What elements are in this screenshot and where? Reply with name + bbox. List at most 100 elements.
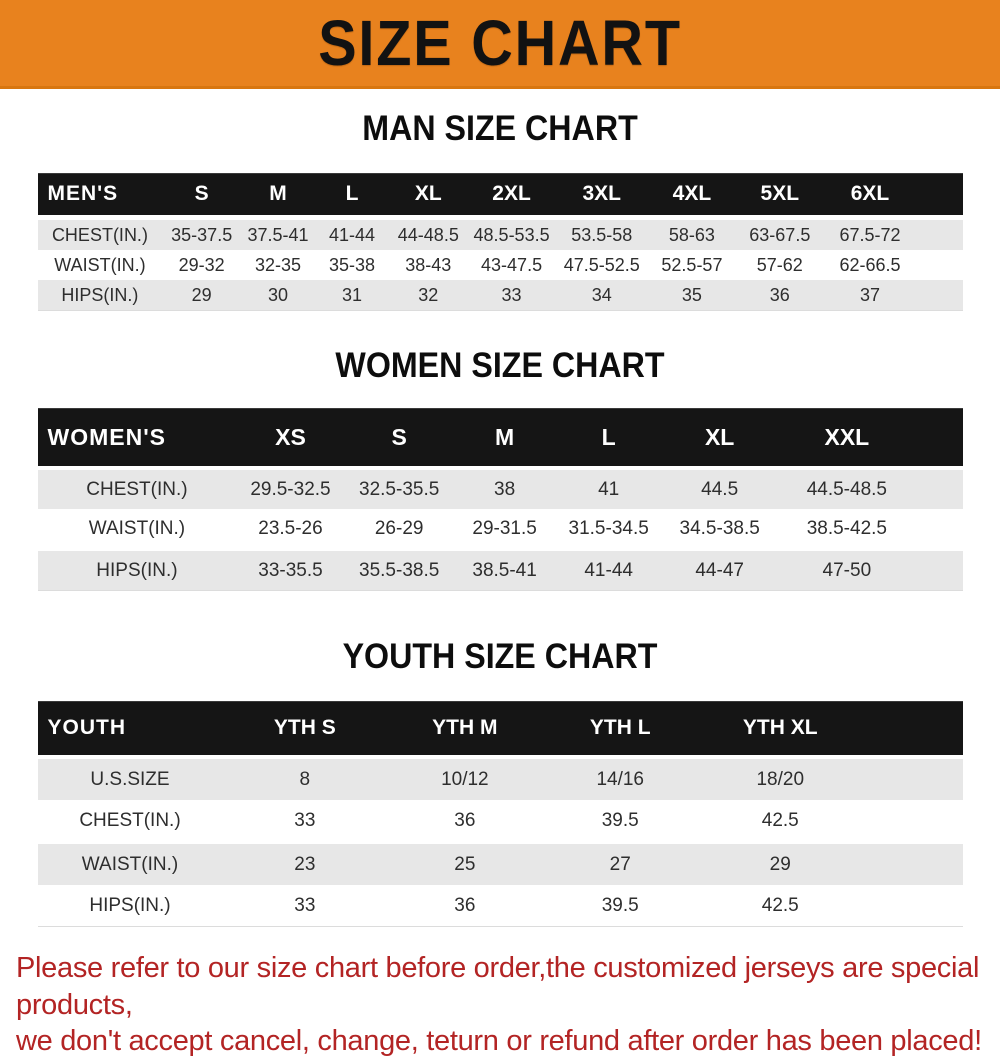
men-size-col: S: [162, 173, 241, 220]
value-cell: 41-44: [315, 217, 389, 250]
value-cell: 44.5-48.5: [777, 468, 917, 509]
men-size-col: 5XL: [735, 173, 824, 220]
value-cell: 36: [387, 885, 543, 927]
value-cell: 8: [222, 757, 388, 800]
women-size-col: XXL: [777, 408, 917, 470]
size-chart-banner: SIZE CHART: [0, 0, 1000, 89]
value-cell: 41-44: [555, 548, 662, 591]
value-cell: 39.5: [542, 885, 698, 927]
filler-cell: [916, 250, 963, 280]
value-cell: 23.5-26: [236, 509, 345, 550]
value-cell: 38-43: [389, 250, 468, 280]
youth-chest-row: CHEST(IN.) 33 36 39.5 42.5: [37, 800, 963, 843]
value-cell: 10/12: [387, 757, 543, 800]
value-cell: 44-48.5: [389, 217, 468, 250]
women-header-row: WOMEN'S XS S M L XL XXL: [37, 408, 963, 470]
youth-hips-row: HIPS(IN.) 33 36 39.5 42.5: [37, 885, 963, 927]
value-cell: 67.5-72: [823, 217, 917, 250]
row-label: CHEST(IN.): [37, 468, 237, 509]
value-cell: 39.5: [542, 800, 698, 843]
value-cell: 42.5: [697, 885, 863, 927]
filler-cell: [916, 468, 963, 509]
value-cell: 34: [555, 280, 648, 311]
row-label: U.S.SIZE: [37, 757, 223, 800]
value-cell: 31: [315, 280, 389, 311]
value-cell: 57-62: [735, 250, 824, 280]
value-cell: 31.5-34.5: [555, 509, 662, 550]
men-chest-row: CHEST(IN.) 35-37.5 37.5-41 41-44 44-48.5…: [37, 217, 963, 250]
row-label: CHEST(IN.): [37, 800, 223, 843]
youth-header-row: YOUTH YTH S YTH M YTH L YTH XL: [37, 701, 963, 759]
youth-size-col: YTH L: [542, 701, 698, 759]
row-label: WAIST(IN.): [37, 250, 163, 280]
women-size-col: XL: [661, 408, 778, 470]
women-waist-row: WAIST(IN.) 23.5-26 26-29 29-31.5 31.5-34…: [37, 509, 963, 550]
value-cell: 32-35: [241, 250, 315, 280]
filler-cell: [916, 280, 963, 311]
filler-cell: [862, 885, 963, 927]
men-size-col: 3XL: [555, 173, 648, 220]
footer-note: Please refer to our size chart before or…: [16, 950, 986, 1060]
men-section-heading: MAN SIZE CHART: [362, 109, 638, 148]
filler-cell: [862, 757, 963, 800]
value-cell: 26-29: [344, 509, 454, 550]
value-cell: 62-66.5: [823, 250, 917, 280]
row-label: WAIST(IN.): [37, 509, 237, 550]
filler-cell: [862, 841, 963, 885]
value-cell: 44-47: [661, 548, 778, 591]
filler-cell: [862, 800, 963, 843]
value-cell: 30: [241, 280, 315, 311]
youth-ussize-row: U.S.SIZE 8 10/12 14/16 18/20: [37, 757, 963, 800]
filler-cell: [916, 509, 963, 550]
value-cell: 48.5-53.5: [467, 217, 556, 250]
value-cell: 53.5-58: [555, 217, 648, 250]
header-filler: [862, 701, 963, 759]
value-cell: 29: [697, 841, 863, 885]
men-size-col: XL: [389, 173, 468, 220]
youth-size-col: YTH S: [222, 701, 388, 759]
women-size-col: XS: [236, 408, 345, 470]
men-size-col: 4XL: [648, 173, 736, 220]
value-cell: 43-47.5: [467, 250, 556, 280]
banner-title: SIZE CHART: [318, 7, 682, 79]
value-cell: 47-50: [777, 548, 917, 591]
footer-line-2: we don't accept cancel, change, teturn o…: [16, 1025, 982, 1058]
women-size-table: WOMEN'S XS S M L XL XXL CHEST(IN.) 29.5-…: [37, 408, 963, 591]
filler-cell: [916, 548, 963, 591]
value-cell: 37: [823, 280, 917, 311]
value-cell: 35.5-38.5: [344, 548, 454, 591]
men-waist-row: WAIST(IN.) 29-32 32-35 35-38 38-43 43-47…: [37, 250, 963, 280]
women-size-col: M: [453, 408, 556, 470]
youth-section-heading: YOUTH SIZE CHART: [342, 637, 658, 676]
row-label: HIPS(IN.): [37, 885, 223, 927]
row-label: WAIST(IN.): [37, 841, 223, 885]
men-size-col: L: [315, 173, 389, 220]
value-cell: 33-35.5: [236, 548, 345, 591]
men-size-col: M: [241, 173, 315, 220]
filler-cell: [916, 217, 963, 250]
value-cell: 38: [453, 468, 556, 509]
men-size-col: 6XL: [823, 173, 917, 220]
value-cell: 38.5-42.5: [777, 509, 917, 550]
value-cell: 18/20: [697, 757, 863, 800]
men-hips-row: HIPS(IN.) 29 30 31 32 33 34 35 36 37: [37, 280, 963, 311]
value-cell: 47.5-52.5: [555, 250, 648, 280]
value-cell: 42.5: [697, 800, 863, 843]
value-cell: 37.5-41: [241, 217, 315, 250]
value-cell: 36: [735, 280, 824, 311]
women-section-heading: WOMEN SIZE CHART: [335, 346, 665, 385]
men-size-table: MEN'S S M L XL 2XL 3XL 4XL 5XL 6XL CHEST…: [37, 173, 963, 311]
value-cell: 35-38: [315, 250, 389, 280]
value-cell: 32.5-35.5: [344, 468, 454, 509]
value-cell: 29-31.5: [453, 509, 556, 550]
value-cell: 36: [387, 800, 543, 843]
men-header-label: MEN'S: [37, 173, 163, 220]
value-cell: 32: [389, 280, 468, 311]
men-header-row: MEN'S S M L XL 2XL 3XL 4XL 5XL 6XL: [37, 173, 963, 220]
footer-line-1: Please refer to our size chart before or…: [16, 952, 980, 1021]
value-cell: 41: [555, 468, 662, 509]
value-cell: 29.5-32.5: [236, 468, 345, 509]
women-chest-row: CHEST(IN.) 29.5-32.5 32.5-35.5 38 41 44.…: [37, 468, 963, 509]
youth-waist-row: WAIST(IN.) 23 25 27 29: [37, 841, 963, 885]
value-cell: 33: [222, 885, 388, 927]
